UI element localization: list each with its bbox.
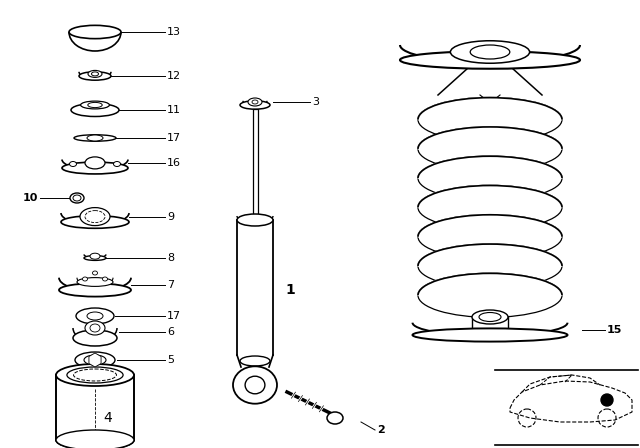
- Ellipse shape: [69, 26, 121, 39]
- Polygon shape: [418, 127, 562, 149]
- Ellipse shape: [84, 355, 106, 365]
- Ellipse shape: [59, 284, 131, 297]
- Ellipse shape: [88, 70, 102, 78]
- Ellipse shape: [67, 367, 123, 383]
- Text: 5: 5: [167, 355, 174, 365]
- Ellipse shape: [233, 366, 277, 404]
- Text: 11: 11: [167, 105, 181, 115]
- Text: 3: 3: [312, 97, 319, 107]
- Ellipse shape: [85, 211, 105, 223]
- Ellipse shape: [77, 278, 113, 286]
- Ellipse shape: [87, 312, 103, 320]
- Ellipse shape: [84, 256, 106, 260]
- Text: 2: 2: [377, 425, 385, 435]
- Polygon shape: [418, 273, 562, 295]
- Ellipse shape: [85, 321, 105, 335]
- Text: 15: 15: [607, 325, 622, 335]
- Text: 6: 6: [167, 327, 174, 337]
- Ellipse shape: [102, 277, 108, 281]
- Ellipse shape: [92, 72, 99, 76]
- Polygon shape: [418, 98, 562, 120]
- Ellipse shape: [70, 161, 77, 167]
- Text: 8: 8: [167, 253, 174, 263]
- Ellipse shape: [90, 324, 100, 332]
- Ellipse shape: [81, 101, 109, 109]
- Text: 17: 17: [167, 311, 181, 321]
- Ellipse shape: [245, 376, 265, 394]
- Ellipse shape: [240, 101, 270, 109]
- Ellipse shape: [472, 310, 508, 324]
- Polygon shape: [418, 156, 562, 178]
- Circle shape: [601, 394, 613, 406]
- Ellipse shape: [79, 72, 111, 80]
- Ellipse shape: [248, 98, 262, 106]
- Polygon shape: [418, 215, 562, 237]
- Text: 17: 17: [167, 133, 181, 143]
- Polygon shape: [418, 185, 562, 207]
- Ellipse shape: [252, 100, 258, 104]
- Text: 16: 16: [167, 158, 181, 168]
- Ellipse shape: [56, 364, 134, 386]
- Circle shape: [598, 409, 616, 427]
- Text: 13: 13: [167, 27, 181, 37]
- Ellipse shape: [237, 214, 273, 226]
- Ellipse shape: [413, 328, 568, 341]
- Ellipse shape: [61, 215, 129, 228]
- Circle shape: [518, 409, 536, 427]
- Ellipse shape: [85, 157, 105, 169]
- Ellipse shape: [83, 277, 88, 281]
- Text: 10: 10: [22, 193, 38, 203]
- Text: 1: 1: [285, 283, 295, 297]
- Ellipse shape: [76, 308, 114, 324]
- Ellipse shape: [73, 330, 117, 346]
- Ellipse shape: [70, 193, 84, 203]
- Ellipse shape: [400, 51, 580, 69]
- Ellipse shape: [470, 45, 510, 59]
- Ellipse shape: [62, 162, 128, 174]
- Text: 7: 7: [167, 280, 174, 290]
- Polygon shape: [418, 244, 562, 266]
- Ellipse shape: [327, 412, 343, 424]
- Ellipse shape: [75, 352, 115, 368]
- Text: 9: 9: [167, 212, 174, 222]
- Ellipse shape: [479, 313, 501, 322]
- Ellipse shape: [88, 103, 102, 108]
- Ellipse shape: [240, 356, 270, 366]
- Ellipse shape: [93, 271, 97, 275]
- Ellipse shape: [113, 161, 120, 167]
- Ellipse shape: [90, 253, 100, 259]
- Ellipse shape: [80, 207, 110, 226]
- Ellipse shape: [56, 430, 134, 448]
- Ellipse shape: [73, 195, 81, 201]
- Ellipse shape: [71, 103, 119, 116]
- Ellipse shape: [451, 41, 530, 63]
- Ellipse shape: [87, 135, 103, 141]
- Text: 12: 12: [167, 71, 181, 81]
- Ellipse shape: [74, 369, 116, 381]
- Bar: [253, 109, 257, 220]
- Ellipse shape: [74, 135, 116, 141]
- Text: 4: 4: [103, 410, 112, 425]
